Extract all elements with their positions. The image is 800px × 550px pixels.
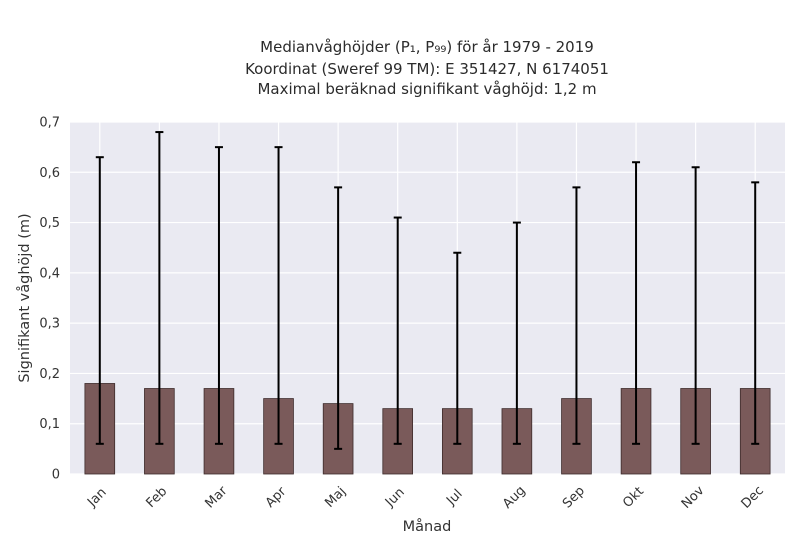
x-tick-label: Jan [84, 485, 109, 510]
y-tick-label: 0 [52, 468, 60, 483]
error-bar-apr [274, 146, 283, 445]
chart-title-line-2: Koordinat (Sweref 99 TM): E 351427, N 61… [245, 60, 609, 78]
x-tick-labels: Jan Feb Mar Apr Maj Jun Jul Aug Sep Okt Nov Dec [84, 483, 767, 512]
chart-title-line-1: Medianvåghöjder (P₁, P₉₉) för år 1979 - … [260, 38, 594, 56]
x-tick-label: Feb [143, 484, 170, 511]
x-tick-label: Mar [203, 483, 231, 511]
error-bar-okt [632, 161, 641, 445]
y-tick-label: 0,7 [39, 116, 60, 131]
y-tick-label: 0,1 [39, 417, 60, 432]
error-bar-nov [691, 166, 700, 445]
x-tick-label: Okt [620, 484, 647, 511]
x-tick-label: Aug [500, 483, 529, 512]
chart-title: Medianvåghöjder (P₁, P₉₉) för år 1979 - … [245, 38, 609, 98]
y-axis-label: Signifikant våghöjd (m) [16, 213, 33, 382]
x-tick-label: Nov [679, 483, 708, 512]
error-bar-jan [95, 156, 104, 445]
x-tick-label: Jun [382, 485, 408, 511]
y-tick-label: 0,5 [39, 216, 60, 231]
error-bar-dec [751, 181, 760, 445]
y-tick-label: 0,3 [39, 317, 60, 332]
error-bar-aug [512, 221, 521, 445]
x-tick-label: Sep [560, 484, 588, 512]
y-tick-label: 0,2 [39, 367, 60, 382]
y-tick-label: 0,4 [39, 266, 60, 281]
error-bar-sep [572, 186, 581, 445]
y-tick-label: 0,6 [39, 166, 60, 181]
error-bar-feb [155, 131, 164, 445]
chart-title-line-3: Maximal beräknad signifikant våghöjd: 1,… [257, 80, 596, 98]
x-tick-label: Apr [263, 484, 290, 511]
x-tick-label: Jul [443, 487, 465, 509]
error-bar-maj [334, 186, 343, 450]
error-bar-mar [214, 146, 223, 445]
error-bars [95, 131, 760, 450]
plot-area [70, 122, 785, 474]
x-tick-label: Maj [322, 484, 349, 511]
x-axis-label: Månad [403, 518, 452, 535]
error-bar-jul [453, 251, 462, 445]
error-bar-jun [393, 216, 402, 445]
x-tick-label: Dec [739, 483, 767, 511]
y-tick-labels: 0 0,1 0,2 0,3 0,4 0,5 0,6 0,7 [39, 116, 60, 483]
